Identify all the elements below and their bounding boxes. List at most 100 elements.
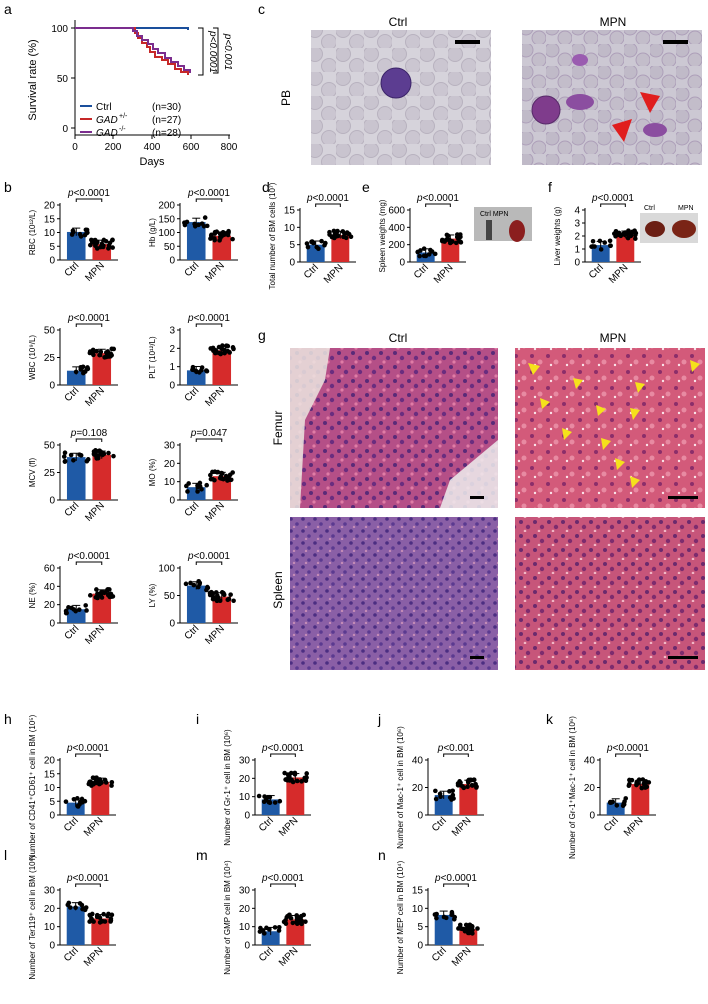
x-tick-label: Ctrl (412, 262, 431, 281)
data-point (94, 775, 99, 780)
data-point (225, 348, 231, 354)
y-tick-label: 10 (44, 922, 56, 933)
data-point (304, 241, 310, 246)
data-point (197, 480, 203, 486)
x-tick-label: Ctrl (62, 945, 81, 964)
bar-mpn (212, 596, 232, 623)
y-tick-label: 0 (417, 941, 423, 952)
y-axis-label: Number of Mac-1⁺ cell in BM (10⁶) (396, 726, 405, 849)
data-point (210, 469, 215, 475)
data-point (214, 229, 220, 235)
femur-mpn-megakaryocyte-arrows (528, 360, 700, 488)
bar-ctrl (434, 914, 453, 945)
data-point (304, 775, 309, 781)
y-axis-label: WBC (10⁹/L) (28, 335, 37, 381)
data-point (304, 771, 309, 776)
data-point (340, 229, 346, 234)
data-point (460, 784, 465, 789)
data-point (94, 456, 100, 461)
pb-mpn-platelet-cluster-2 (643, 123, 667, 137)
data-point (99, 919, 104, 924)
data-point (301, 912, 307, 918)
liver-photo-ctrl-label: Ctrl (644, 205, 655, 212)
panel-letter-n: n (378, 847, 386, 863)
data-point (639, 785, 645, 791)
data-point (84, 608, 89, 613)
y-tick-label: 0 (49, 496, 55, 507)
data-point (432, 251, 438, 257)
panel-letter-h: h (4, 711, 12, 727)
data-point (95, 595, 100, 601)
data-point (633, 230, 639, 236)
data-point (226, 596, 232, 602)
data-point (458, 780, 463, 786)
x-tick-label: MPN (322, 262, 346, 286)
data-point (290, 779, 296, 785)
data-point (93, 451, 98, 456)
x-tick-label: Ctrl (602, 815, 621, 834)
bar-mpn (631, 784, 650, 815)
data-point (225, 343, 231, 349)
significance-bracket (270, 753, 296, 757)
data-point (87, 242, 93, 248)
y-tick-label: 0 (417, 811, 423, 822)
y-tick-label: 0 (574, 258, 580, 269)
data-point (196, 222, 201, 228)
data-point (288, 915, 294, 921)
y-axis-label: Number of Gr-1⁺ cell in BM (10⁶) (223, 729, 232, 846)
y-tick-label: 150 (158, 214, 175, 225)
data-point (314, 244, 320, 250)
data-point (449, 797, 454, 802)
bar-chart-b7: 0 20 40 60 NE (%) Ctrl MPN p<0.0001 (28, 551, 118, 647)
x-tick-label: Ctrl (183, 500, 202, 519)
survival-pvalue-1: p<0.0001 (207, 30, 218, 73)
data-point (633, 236, 638, 241)
data-point (82, 369, 88, 374)
x-tick-label: MPN (277, 945, 301, 969)
data-point (457, 925, 463, 931)
significance-bracket (425, 203, 451, 207)
data-point (597, 238, 603, 244)
significance-bracket (195, 561, 223, 565)
data-point (218, 351, 223, 357)
svg-text:50: 50 (57, 74, 69, 85)
panel-letter-a: a (4, 1, 12, 17)
data-point (598, 247, 604, 252)
bar-mpn (212, 235, 232, 260)
bar-mpn (91, 782, 110, 815)
data-point (262, 931, 267, 936)
y-axis-label: Total number of BM cells (10⁷) (268, 182, 277, 289)
data-point (188, 580, 193, 586)
data-point (184, 219, 190, 225)
bar-chart-f: 0 1 2 3 4 Liver weights (g) Ctrl MPN p<0.0001 (553, 193, 641, 286)
significance-bracket (600, 203, 626, 207)
data-point (219, 590, 225, 595)
panel-letter-g: g (258, 327, 266, 343)
bar-mpn (91, 918, 110, 945)
data-point (110, 245, 115, 250)
data-point (341, 234, 346, 240)
bar-chart-b1: 0 5 10 15 20 RBC (10¹²/L) Ctrl MPN p<0.0001 (28, 188, 118, 284)
pb-mpn-arrow-1 (640, 92, 660, 113)
data-point (423, 253, 429, 259)
histology-panel: Ctrl MPN Femur Spleen (271, 331, 705, 670)
y-axis-label: Spleen weights (mg) (378, 199, 387, 272)
data-point (71, 457, 76, 463)
y-tick-label: 3 (169, 326, 175, 337)
data-point (97, 781, 103, 787)
data-point (618, 233, 624, 239)
y-tick-label: 10 (239, 922, 251, 933)
significance-bracket (75, 323, 103, 327)
y-axis-label: Number of Ter119⁺ cell in BM (10⁶) (28, 855, 37, 979)
data-point (69, 605, 74, 611)
y-tick-label: 100 (158, 564, 175, 575)
y-tick-label: 5 (49, 242, 55, 253)
data-point (78, 453, 84, 458)
data-point (93, 779, 99, 785)
data-point (348, 234, 354, 240)
bar-ctrl (186, 585, 206, 623)
data-point (106, 450, 111, 456)
data-point (212, 237, 217, 243)
data-point (433, 796, 439, 802)
data-point (230, 345, 236, 350)
